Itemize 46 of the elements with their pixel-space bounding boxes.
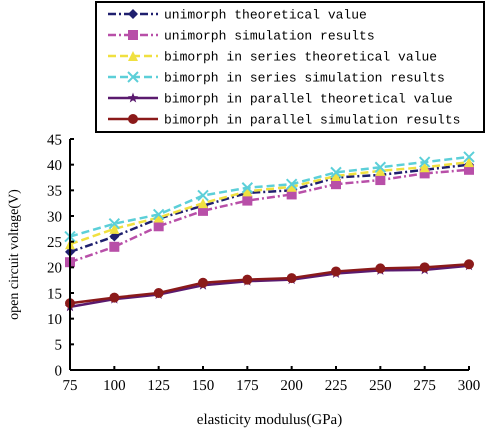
x-tick-label: 150 [192,378,214,394]
x-tick-label: 225 [324,378,348,394]
y-tick-label: 40 [47,158,62,174]
point [241,182,254,194]
y-tick-label: 25 [47,234,62,251]
legend-label: bimorph in series theoretical value [164,50,438,65]
point [197,189,209,202]
point [420,162,430,172]
x-tick-label: 75 [62,378,78,394]
legend-label: bimorph in series simulation results [164,70,445,86]
x-tick-label: 125 [147,378,170,394]
point [109,224,120,234]
x-tick-label: 250 [369,378,392,394]
legend-label: unimorph simulation results [164,28,375,44]
point [464,157,474,168]
point [198,198,208,208]
point [463,150,475,163]
legend-label: unimorph theoretical value [164,8,367,23]
x-tick-label: 300 [458,378,480,394]
y-tick-label: 20 [47,260,62,277]
point [152,208,165,220]
x-tick-label: 200 [280,378,303,394]
point [108,218,120,230]
point [330,166,342,178]
point [374,161,386,174]
point [286,178,298,190]
y-axis-title: open circuit voltage(V) [7,188,22,320]
point [109,242,120,252]
x-tick-label: 175 [236,378,259,394]
x-axis-title: elasticity modulus(GPa) [196,412,342,428]
y-tick-label: 0 [54,363,62,380]
y-tick-label: 5 [54,338,62,354]
y-tick-label: 10 [47,312,62,328]
x-tick-label: 100 [103,378,126,394]
legend-label: bimorph in parallel simulation results [164,112,460,128]
legend-label: bimorph in parallel theoretical value [164,92,453,107]
y-tick-label: 30 [47,209,62,226]
y-tick-label: 35 [47,184,62,200]
y-tick-label: 45 [47,132,62,148]
point [154,221,164,232]
point [242,196,252,206]
x-tick-label: 275 [413,378,436,394]
y-tick-label: 15 [47,286,62,302]
point [375,175,386,186]
point [418,156,431,168]
point [64,230,76,243]
